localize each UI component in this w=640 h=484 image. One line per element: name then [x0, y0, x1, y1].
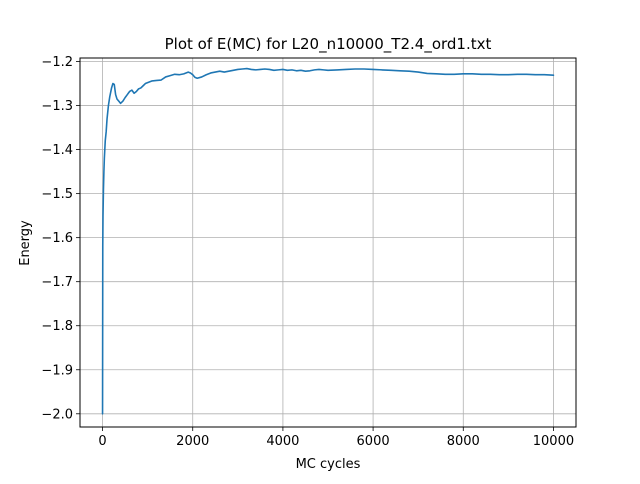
chart-title: Plot of E(MC) for L20_n10000_T2.4_ord1.t…	[165, 35, 492, 54]
grid-lines	[80, 58, 576, 427]
energy-series-line	[101, 67, 555, 415]
x-tick-label: 0	[98, 434, 106, 449]
plot-area-frame	[79, 57, 577, 428]
y-tick-label: −1.7	[41, 275, 73, 290]
y-axis-label: Energy	[18, 220, 33, 266]
x-tick-label: 4000	[266, 434, 299, 449]
x-axis-label: MC cycles	[296, 457, 361, 472]
x-tick-label: 8000	[447, 434, 480, 449]
y-axis-ticks: −2.0 −1.9 −1.8 −1.7 −1.6 −1.5 −1.4 −1.3 −1.2	[41, 55, 80, 422]
y-tick-label: −1.4	[41, 143, 73, 158]
y-tick-label: −1.5	[41, 187, 73, 202]
x-tick-label: 6000	[357, 434, 390, 449]
y-tick-label: −1.9	[41, 363, 73, 378]
y-tick-label: −1.6	[41, 231, 73, 246]
x-axis-ticks: 0 2000 4000 6000 8000 10000	[98, 427, 574, 449]
x-tick-label: 10000	[533, 434, 574, 449]
y-tick-label: −1.8	[41, 319, 73, 334]
y-tick-label: −1.2	[41, 55, 73, 70]
x-tick-label: 2000	[176, 434, 209, 449]
y-tick-label: −1.3	[41, 99, 73, 114]
series-layer	[101, 67, 555, 415]
y-tick-label: −2.0	[41, 407, 73, 422]
